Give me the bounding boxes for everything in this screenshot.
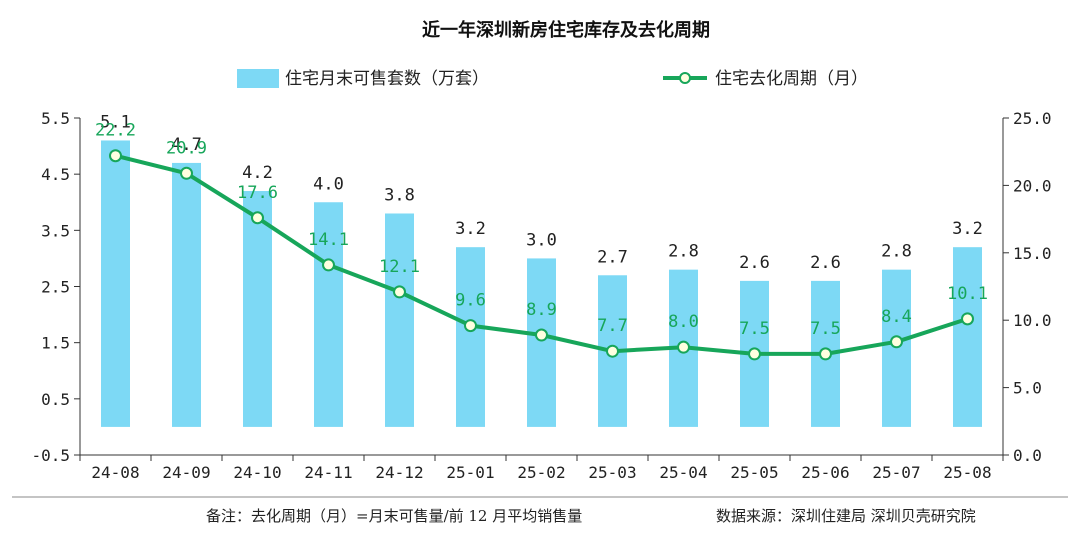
bar-value-label: 4.7 <box>171 135 202 155</box>
bar-value-label: 3.2 <box>952 219 983 239</box>
bar-value-label: 3.8 <box>384 185 415 205</box>
y-right-tick-label: 20.0 <box>1013 176 1052 195</box>
line-point <box>677 340 690 354</box>
y-left-tick-label: 1.5 <box>41 334 70 353</box>
line-value-label: 8.9 <box>526 300 557 320</box>
line-point <box>180 166 193 180</box>
line-value-label: 8.0 <box>668 312 699 332</box>
x-tick-label: 24-10 <box>233 463 281 482</box>
legend-line-label: 住宅去化周期（月） <box>715 69 868 89</box>
y-right-tick-label: 15.0 <box>1013 244 1052 263</box>
y-right-tick-label: 0.0 <box>1013 446 1042 465</box>
x-tick-label: 24-12 <box>375 463 423 482</box>
x-tick-label: 24-08 <box>91 463 139 482</box>
line-point <box>251 211 264 225</box>
x-tick-label: 25-08 <box>943 463 991 482</box>
y-left-tick-label: 4.5 <box>41 165 70 184</box>
bar-value-label: 3.2 <box>455 219 486 239</box>
x-tick-label: 25-01 <box>446 463 494 482</box>
line-series <box>109 149 974 361</box>
line-point <box>322 258 335 272</box>
line-value-label: 7.7 <box>597 316 628 336</box>
line-point <box>748 347 761 361</box>
bar-value-label: 5.1 <box>100 112 131 132</box>
bar-value-label: 4.0 <box>313 174 344 194</box>
x-tick-label: 25-02 <box>517 463 565 482</box>
y-right-tick-label: 25.0 <box>1013 109 1052 128</box>
data-labels: 5.1 4.7 4.2 4.0 3.8 3.2 3.0 2.7 2.8 2.6 2.6 2.8 3.2 2… <box>95 112 988 338</box>
x-tick-label: 25-07 <box>872 463 920 482</box>
bar <box>172 162 201 427</box>
line-value-label: 20.9 <box>166 138 207 158</box>
bar-value-label: 3.0 <box>526 230 557 250</box>
x-tick-label: 25-03 <box>588 463 636 482</box>
y-left-tick-label: -0.5 <box>31 446 70 465</box>
bar <box>953 247 982 427</box>
y-right-tick-label: 10.0 <box>1013 311 1052 330</box>
line-value-label: 22.2 <box>95 121 136 141</box>
bar-value-label: 2.6 <box>810 253 841 273</box>
line-value-label: 7.5 <box>739 319 770 339</box>
line-point <box>606 344 619 358</box>
bar-value-label: 2.7 <box>597 247 628 267</box>
line-point <box>109 149 122 163</box>
bar-value-label: 2.8 <box>881 242 912 262</box>
bar-value-label: 2.6 <box>739 253 770 273</box>
line-value-label: 9.6 <box>455 291 486 311</box>
line-value-label: 14.1 <box>308 230 349 250</box>
y-left-tick-label: 0.5 <box>41 390 70 409</box>
y-left-tick-label: 2.5 <box>41 278 70 297</box>
bar-value-label: 4.2 <box>242 163 273 183</box>
x-tick-label: 25-04 <box>659 463 707 482</box>
line-point <box>890 335 903 349</box>
y-right-tick-label: 5.0 <box>1013 379 1042 398</box>
line-point <box>393 285 406 299</box>
footnote-note: 备注：去化周期（月）=月末可售量/前 12 月平均销售量 <box>206 507 582 525</box>
line-point <box>819 347 832 361</box>
bar <box>314 202 343 427</box>
line-point <box>464 319 477 333</box>
line-value-label: 7.5 <box>810 319 841 339</box>
line-value-label: 17.6 <box>237 183 278 203</box>
line-point <box>535 328 548 342</box>
bar <box>527 258 556 427</box>
legend-line-marker <box>679 72 691 84</box>
legend: 住宅月末可售套数（万套） 住宅去化周期（月） <box>237 69 868 89</box>
line-value-label: 10.1 <box>947 284 988 304</box>
x-tick-label: 25-05 <box>730 463 778 482</box>
bar <box>101 140 130 427</box>
line-point <box>961 312 974 326</box>
x-tick-label: 24-09 <box>162 463 210 482</box>
chart-title: 近一年深圳新房住宅库存及去化周期 <box>422 19 710 41</box>
y-left-tick-label: 3.5 <box>41 221 70 240</box>
bar <box>243 191 272 427</box>
bar <box>456 247 485 427</box>
bar <box>882 269 911 427</box>
x-tick-label: 25-06 <box>801 463 849 482</box>
legend-bar-label: 住宅月末可售套数（万套） <box>285 69 489 89</box>
legend-bar-swatch <box>237 69 279 88</box>
y-left-tick-label: 5.5 <box>41 109 70 128</box>
x-tick-label: 24-11 <box>304 463 352 482</box>
bar <box>385 213 414 427</box>
footnote-source: 数据来源：深圳住建局 深圳贝壳研究院 <box>716 507 976 525</box>
line-value-label: 12.1 <box>379 257 420 277</box>
axes: -0.5 0.5 1.5 2.5 3.5 4.5 5.5 0.0 5.0 10.0 15.0 20.0… <box>31 109 1051 482</box>
bar-value-label: 2.8 <box>668 242 699 262</box>
bars <box>101 140 982 427</box>
line-value-label: 8.4 <box>881 307 912 327</box>
